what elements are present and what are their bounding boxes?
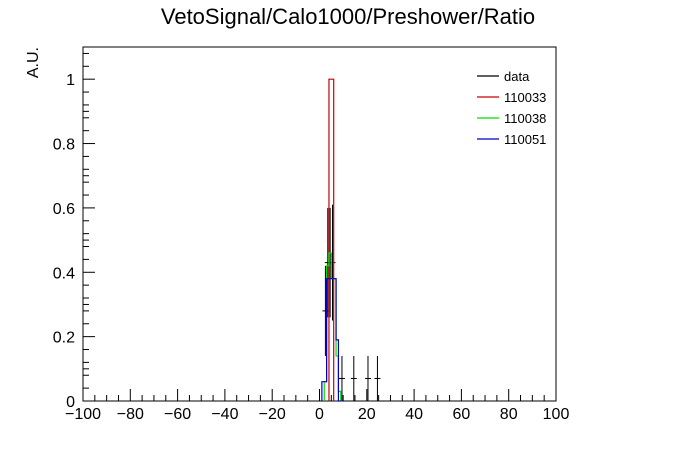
data-point	[374, 355, 381, 401]
y-tick-label: 0.2	[53, 330, 75, 347]
x-tick-label: 80	[500, 406, 518, 423]
x-tick-label: −100	[65, 406, 101, 423]
x-tick-label: −20	[259, 406, 286, 423]
data-point	[338, 355, 345, 401]
legend: data 110033 110038 110051	[477, 69, 546, 147]
plot-area: −100 −80 −60 −40 −20 0 20 40 60 80 100 00.20.40.60…	[53, 46, 569, 423]
x-tick-label: 20	[358, 406, 376, 423]
x-axis: −100 −80 −60 −40 −20 0 20 40 60 80 100	[65, 389, 569, 423]
histogram-outline	[321, 278, 341, 402]
plot-frame	[82, 46, 557, 402]
data-point	[327, 207, 334, 318]
y-tick-label: 0.6	[53, 201, 75, 218]
x-tick-label: 40	[405, 406, 423, 423]
x-tick-label: 0	[315, 406, 324, 423]
legend-item-110038: 110038	[477, 111, 546, 126]
data-point	[364, 355, 371, 401]
histogram-outline	[328, 78, 335, 401]
series-110033	[328, 78, 335, 401]
y-tick-label: 0	[66, 394, 75, 411]
series-data	[322, 204, 381, 401]
chart-title: VetoSignal/Calo1000/Preshower/Ratio	[161, 4, 535, 29]
x-tick-label: −60	[164, 406, 191, 423]
y-axis: 0 0.2 0.4 0.6 0.8 1	[53, 46, 95, 411]
legend-label: 110051	[504, 132, 546, 147]
x-tick-label: 100	[543, 406, 570, 423]
legend-item-data: data	[477, 69, 530, 84]
y-tick-label: 0.8	[53, 137, 75, 154]
data-point	[350, 355, 357, 401]
series-layer	[321, 78, 381, 402]
x-tick-label: 60	[453, 406, 471, 423]
x-tick-label: −40	[211, 406, 238, 423]
legend-item-110051: 110051	[477, 132, 546, 147]
x-tick-label: −80	[117, 406, 144, 423]
legend-label: 110038	[504, 111, 546, 126]
y-tick-label: 0.4	[53, 265, 75, 282]
legend-item-110033: 110033	[477, 90, 546, 105]
y-axis-label: A.U.	[25, 47, 42, 78]
series-110051	[321, 278, 341, 402]
y-tick-label: 1	[66, 72, 75, 89]
legend-label: 110033	[504, 90, 546, 105]
legend-label: data	[504, 69, 530, 84]
